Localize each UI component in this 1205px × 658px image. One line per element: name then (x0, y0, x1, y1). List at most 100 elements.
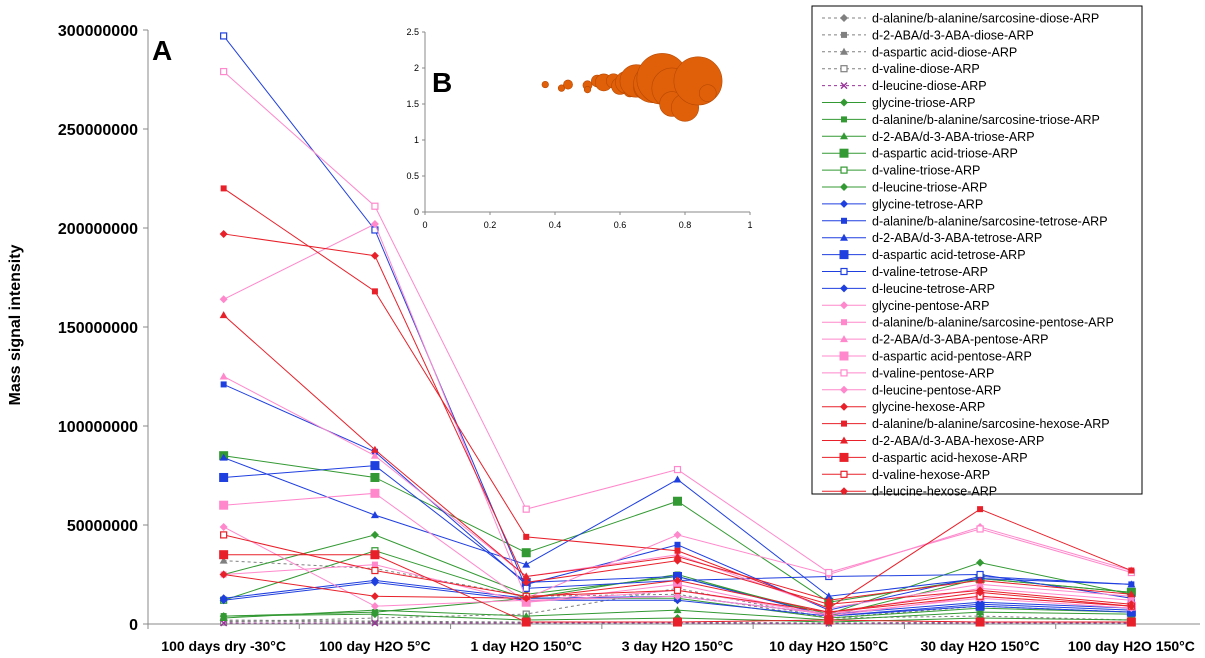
legend-label: d-leucine-triose-ARP (872, 181, 987, 195)
data-point (1127, 602, 1136, 611)
legend-marker (840, 98, 848, 107)
legend-marker (840, 166, 848, 174)
data-point (673, 576, 682, 585)
legend-entry: d-aspartic acid-tetrose-ARP (822, 248, 1026, 262)
legend-label: d-2-ABA/d-3-ABA-diose-ARP (872, 28, 1034, 42)
legend-marker (840, 436, 848, 444)
inset-bubbles (541, 53, 723, 122)
data-point (220, 32, 228, 40)
data-point (220, 67, 228, 76)
data-point (673, 606, 682, 614)
inset-x-tick-label: 0.2 (484, 220, 497, 230)
data-point (824, 608, 833, 617)
bubble (541, 80, 549, 89)
data-point (220, 381, 227, 388)
legend-marker (840, 267, 848, 276)
legend-label: glycine-tetrose-ARP (872, 197, 983, 211)
legend: d-alanine/b-alanine/sarcosine-diose-ARP d… (811, 5, 1143, 499)
data-point (824, 592, 833, 600)
inset-y-tick-label: 1 (414, 135, 419, 145)
legend-marker (840, 14, 848, 22)
x-tick-label: 100 days dry -30°C (161, 638, 286, 654)
data-point (521, 617, 531, 627)
legend-marker (841, 31, 847, 38)
legend-label: d-valine-triose-ARP (872, 164, 980, 178)
legend-entry: d-aspartic acid-triose-ARP (822, 147, 1018, 161)
y-tick-label: 0 (129, 617, 138, 634)
legend-label: glycine-hexose-ARP (872, 400, 985, 414)
legend-label: d-2-ABA/d-3-ABA-hexose-ARP (872, 434, 1044, 448)
legend-marker (840, 199, 848, 208)
legend-entry: d-aspartic acid-pentose-ARP (822, 350, 1032, 364)
inset-y-tick-label: 0.5 (406, 171, 419, 181)
legend-label: d-alanine/b-alanine/sarcosine-diose-ARP (872, 12, 1099, 26)
legend-entry: glycine-tetrose-ARP (822, 197, 983, 211)
x-tick-label: 100 day H2O 150°C (1068, 638, 1195, 654)
inset-y-tick-label: 1.5 (406, 99, 419, 109)
legend-label: d-alanine/b-alanine/sarcosine-pentose-AR… (872, 316, 1114, 330)
panel-label-b: B (432, 67, 452, 98)
legend-label: glycine-triose-ARP (872, 96, 976, 110)
data-point (370, 550, 380, 560)
data-point (673, 465, 682, 474)
legend-label: d-valine-pentose-ARP (872, 366, 994, 380)
y-tick-label: 50000000 (67, 518, 138, 535)
y-tick-label: 300000000 (58, 23, 138, 40)
data-point (673, 475, 682, 483)
legend-label: d-alanine/b-alanine/sarcosine-hexose-ARP (872, 417, 1110, 431)
legend-marker (839, 250, 849, 260)
legend-label: glycine-pentose-ARP (872, 299, 989, 313)
inset-x-tick-label: 1 (747, 220, 752, 230)
legend-label: d-valine-diose-ARP (872, 62, 980, 76)
legend-marker (840, 65, 848, 73)
data-point (522, 560, 531, 568)
legend-marker (840, 82, 848, 90)
legend-entry: d-alanine/b-alanine/sarcosine-diose-ARP (822, 12, 1099, 26)
legend-label: d-2-ABA/d-3-ABA-pentose-ARP (872, 333, 1048, 347)
legend-entry: d-leucine-pentose-ARP (822, 383, 1001, 397)
data-point (219, 612, 228, 621)
legend-label: d-aspartic acid-triose-ARP (872, 147, 1018, 161)
inset-y-tick-label: 2 (414, 63, 419, 73)
data-point (370, 602, 379, 611)
legend-entry: d-alanine/b-alanine/sarcosine-triose-ARP (822, 113, 1100, 127)
data-point (370, 472, 380, 482)
data-point (219, 522, 228, 531)
x-tick-label: 30 day H2O 150°C (920, 638, 1039, 654)
data-point (1127, 580, 1136, 588)
x-tick-label: 3 day H2O 150°C (622, 638, 733, 654)
data-point (1128, 567, 1135, 574)
legend-entry: d-2-ABA/d-3-ABA-hexose-ARP (822, 434, 1044, 448)
series-26 (219, 550, 1136, 627)
main-plot-axes: 0 50000000 100000000 150000000 200000000 2500… (58, 23, 1200, 654)
data-point (371, 566, 379, 575)
legend-entry: d-aspartic acid-hexose-ARP (822, 451, 1028, 465)
series-25 (219, 311, 1136, 604)
legend-marker (840, 284, 848, 293)
legend-entry: d-alanine/b-alanine/sarcosine-tetrose-AR… (822, 214, 1108, 228)
legend-label: d-valine-tetrose-ARP (872, 265, 988, 279)
legend-marker (840, 233, 848, 241)
y-axis-label: Mass signal intensity (7, 244, 24, 405)
inset-y-tick-label: 2.5 (406, 27, 419, 37)
data-point (371, 619, 379, 627)
data-point (219, 372, 228, 380)
legend-marker (840, 487, 848, 496)
legend-marker (841, 319, 847, 326)
data-point (976, 558, 985, 567)
data-point (370, 592, 379, 601)
data-point (824, 596, 833, 604)
bubble (563, 79, 573, 90)
legend-box (811, 5, 1143, 495)
legend-label: d-2-ABA/d-3-ABA-triose-ARP (872, 130, 1035, 144)
data-point (219, 500, 229, 510)
inset-axes: 0 0.5 1 1.5 2 2.5 0 0.2 0.4 0.6 0.8 1 (406, 27, 752, 230)
data-point (370, 220, 379, 229)
legend-label: d-leucine-hexose-ARP (872, 485, 997, 499)
legend-label: d-leucine-diose-ARP (872, 79, 987, 93)
legend-entry: d-2-ABA/d-3-ABA-tetrose-ARP (822, 231, 1042, 245)
inset-background (413, 20, 773, 225)
legend-entry: d-2-ABA/d-3-ABA-diose-ARP (822, 28, 1034, 42)
inset-x-tick-label: 0.6 (614, 220, 627, 230)
